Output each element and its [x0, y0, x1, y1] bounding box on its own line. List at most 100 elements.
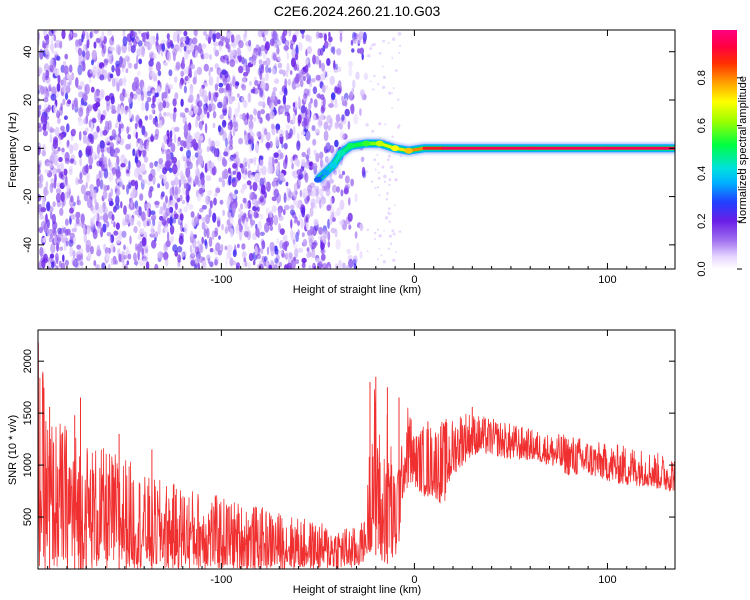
noise-speckle [95, 37, 101, 44]
noise-speckle [99, 89, 105, 98]
x-tick-label: 100 [598, 574, 616, 586]
noise-speckle [192, 76, 197, 85]
noise-speckle [68, 169, 73, 176]
noise-speckle [100, 169, 103, 179]
noise-speckle [304, 172, 309, 183]
noise-speckle [218, 177, 223, 183]
noise-speckle [173, 107, 177, 114]
noise-speckle [129, 235, 132, 245]
noise-speckle [237, 101, 241, 113]
noise-speckle [259, 177, 265, 187]
noise-speckle [68, 64, 73, 73]
noise-speckle [283, 45, 290, 51]
noise-speckle [108, 192, 112, 202]
noise-speckle [359, 108, 362, 117]
noise-speckle [272, 87, 278, 92]
noise-speckle [155, 61, 161, 72]
noise-speckle [116, 155, 120, 166]
noise-speckle [64, 53, 68, 60]
noise-speckle [211, 230, 215, 240]
noise-speckle [271, 67, 276, 75]
noise-speckle [284, 154, 288, 165]
noise-speckle [186, 160, 190, 168]
noise-speckle [302, 238, 308, 247]
noise-speckle [388, 183, 391, 186]
noise-speckle [210, 162, 215, 169]
y-tick-label: 1000 [22, 453, 34, 477]
noise-speckle [382, 39, 385, 43]
noise-speckle [172, 98, 177, 107]
noise-speckle [92, 65, 98, 76]
noise-speckle [397, 98, 400, 101]
noise-speckle [303, 88, 309, 97]
noise-speckle [200, 178, 205, 186]
noise-speckle [238, 218, 242, 226]
noise-speckle [94, 198, 97, 205]
noise-speckle [96, 249, 102, 257]
noise-speckle [117, 113, 122, 123]
noise-speckle [193, 264, 197, 269]
noise-speckle [177, 33, 180, 44]
noise-speckle [96, 144, 101, 156]
noise-speckle [212, 166, 216, 176]
noise-speckle [343, 187, 349, 195]
noise-speckle [166, 231, 170, 242]
noise-speckle [45, 69, 50, 78]
noise-speckle [45, 213, 48, 224]
noise-speckle [249, 131, 255, 139]
noise-speckle [245, 217, 249, 222]
noise-speckle [238, 223, 243, 233]
noise-speckle [108, 158, 111, 168]
noise-speckle [201, 221, 206, 230]
noise-speckle [276, 164, 279, 176]
noise-speckle [381, 65, 384, 68]
noise-speckle [206, 160, 211, 172]
noise-speckle [312, 114, 317, 121]
noise-speckle [301, 206, 306, 218]
noise-speckle [110, 234, 115, 244]
noise-speckle [217, 125, 222, 133]
noise-speckle [201, 43, 207, 49]
noise-speckle [203, 31, 207, 36]
noise-speckle [66, 140, 70, 149]
noise-speckle [338, 220, 345, 226]
noise-speckle [244, 30, 248, 39]
noise-speckle [344, 175, 350, 184]
noise-speckle [307, 46, 312, 55]
noise-speckle [182, 140, 187, 149]
noise-speckle [261, 240, 266, 250]
noise-speckle [159, 205, 163, 211]
noise-speckle [53, 104, 57, 114]
noise-speckle [163, 251, 169, 261]
noise-speckle [268, 264, 272, 269]
noise-speckle [40, 257, 46, 263]
noise-speckle [46, 201, 51, 212]
noise-speckle [62, 198, 66, 207]
noise-speckle [129, 30, 134, 38]
noise-speckle [348, 197, 351, 206]
noise-speckle [322, 44, 326, 53]
noise-speckle [149, 162, 154, 169]
noise-speckle [214, 259, 218, 266]
noise-speckle [259, 158, 264, 167]
noise-speckle [70, 195, 74, 203]
noise-speckle [257, 30, 263, 38]
noise-speckle [112, 152, 118, 158]
noise-speckle [399, 155, 402, 158]
noise-speckle [265, 131, 271, 142]
noise-speckle [328, 31, 331, 38]
noise-speckle [366, 250, 369, 253]
noise-speckle [148, 189, 153, 199]
noise-speckle [292, 243, 298, 249]
noise-speckle [75, 39, 79, 47]
noise-speckle [248, 39, 252, 47]
noise-speckle [105, 252, 110, 261]
noise-speckle [319, 113, 324, 122]
noise-speckle [388, 178, 392, 182]
noise-speckle [180, 77, 184, 86]
noise-speckle [252, 181, 258, 192]
noise-speckle [264, 41, 270, 51]
noise-speckle [300, 105, 306, 114]
noise-speckle [72, 250, 76, 259]
noise-speckle [388, 220, 391, 223]
